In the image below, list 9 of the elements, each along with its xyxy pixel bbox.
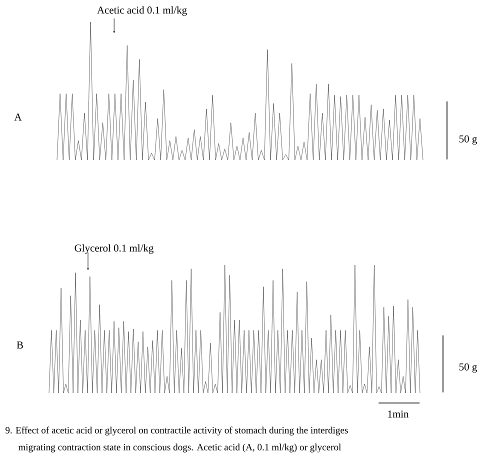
text: 50 g xyxy=(459,363,477,373)
text: A xyxy=(14,114,22,120)
text: Glycerol 0.1 ml/kg xyxy=(74,244,154,254)
text: Acetic acid 0.1 ml/kg xyxy=(97,6,187,16)
text: 50 g xyxy=(459,135,477,145)
text: B xyxy=(16,342,23,348)
text: 9. Effect of acetic acid or glycerol on contractile activity of stomach during the interdiges xyxy=(6,426,348,436)
text: migrating contraction state in conscious dogs. Acetic acid (A, 0.1 ml/kg) or glycerol xyxy=(18,444,342,452)
text: 1min xyxy=(388,410,409,418)
